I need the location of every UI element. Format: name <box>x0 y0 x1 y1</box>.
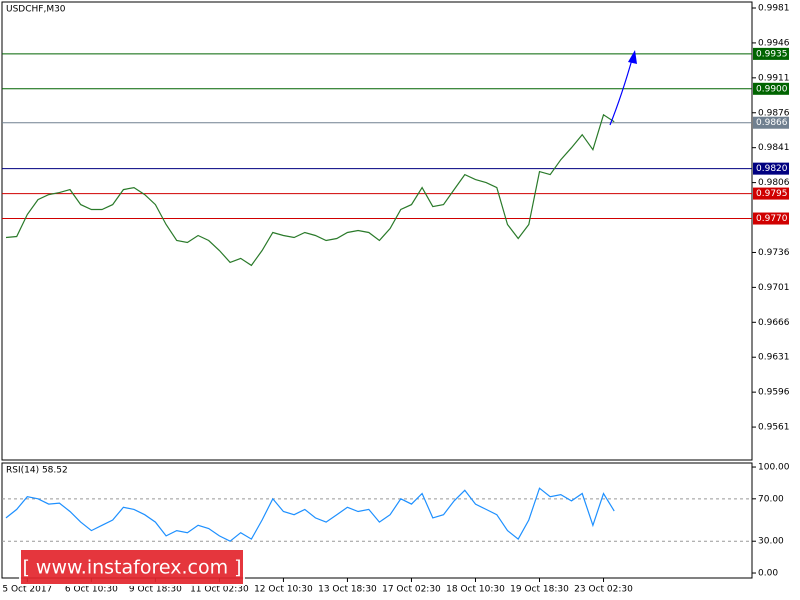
forecast-arrow <box>609 50 637 126</box>
y-tick-label: 0.9911 <box>758 73 790 83</box>
level-box <box>753 187 789 200</box>
y-tick-label: 0.9981 <box>758 3 790 13</box>
x-tick-label: 23 Oct 02:30 <box>574 585 633 595</box>
chart-title: USDCHF,M30 <box>6 5 66 15</box>
level-label: 0.9866 <box>756 118 788 128</box>
y-tick-label: 0.9841 <box>758 143 790 153</box>
x-tick-label: 17 Oct 02:30 <box>382 585 441 595</box>
level-label: 0.9770 <box>756 214 788 224</box>
arrow-line <box>609 55 634 126</box>
watermark-box <box>19 548 245 586</box>
y-tick-label: 0.9946 <box>758 38 790 48</box>
price-line <box>5 113 615 267</box>
x-tick-label: 5 Oct 2017 <box>2 585 52 595</box>
y-tick-label: 0.00 <box>758 569 778 579</box>
x-tick-label: 12 Oct 10:30 <box>254 585 313 595</box>
level-box <box>753 82 789 95</box>
level-label: 0.9935 <box>756 49 788 59</box>
level-box <box>753 212 789 225</box>
x-tick-label: 19 Oct 18:30 <box>510 585 569 595</box>
x-tick-label: 11 Oct 02:30 <box>190 585 249 595</box>
level-label: 0.9820 <box>756 164 788 174</box>
level-label: 0.9900 <box>756 84 788 94</box>
x-tick-label: 13 Oct 18:30 <box>318 585 377 595</box>
y-tick-label: 0.9736 <box>758 248 790 258</box>
rsi-title: RSI(14) 58.52 <box>6 466 68 476</box>
x-tick-label: 9 Oct 18:30 <box>129 585 182 595</box>
y-tick-label: 0.9701 <box>758 283 790 293</box>
level-label: 0.9795 <box>756 189 788 199</box>
x-tick-label: 18 Oct 10:30 <box>446 585 505 595</box>
y-tick-label: 0.9806 <box>758 178 790 188</box>
rsi-panel <box>1 462 753 579</box>
y-tick-label: 0.9561 <box>758 423 790 433</box>
price-line <box>5 487 615 542</box>
watermark: [ www.instaforex.com ] <box>22 557 241 579</box>
y-tick-label: 0.9596 <box>758 388 790 398</box>
y-tick-label: 100.00 <box>758 463 790 473</box>
y-tick-label: 0.9666 <box>758 318 790 328</box>
y-tick-label: 30.00 <box>758 537 784 547</box>
arrow-head <box>628 50 637 64</box>
level-box <box>753 162 789 175</box>
y-tick-label: 0.9876 <box>758 108 790 118</box>
y-tick-label: 70.00 <box>758 494 784 504</box>
price-panel <box>1 1 753 461</box>
level-box <box>753 47 789 60</box>
level-box <box>753 116 789 129</box>
y-tick-label: 0.9631 <box>758 353 790 363</box>
x-tick-label: 6 Oct 10:30 <box>65 585 118 595</box>
